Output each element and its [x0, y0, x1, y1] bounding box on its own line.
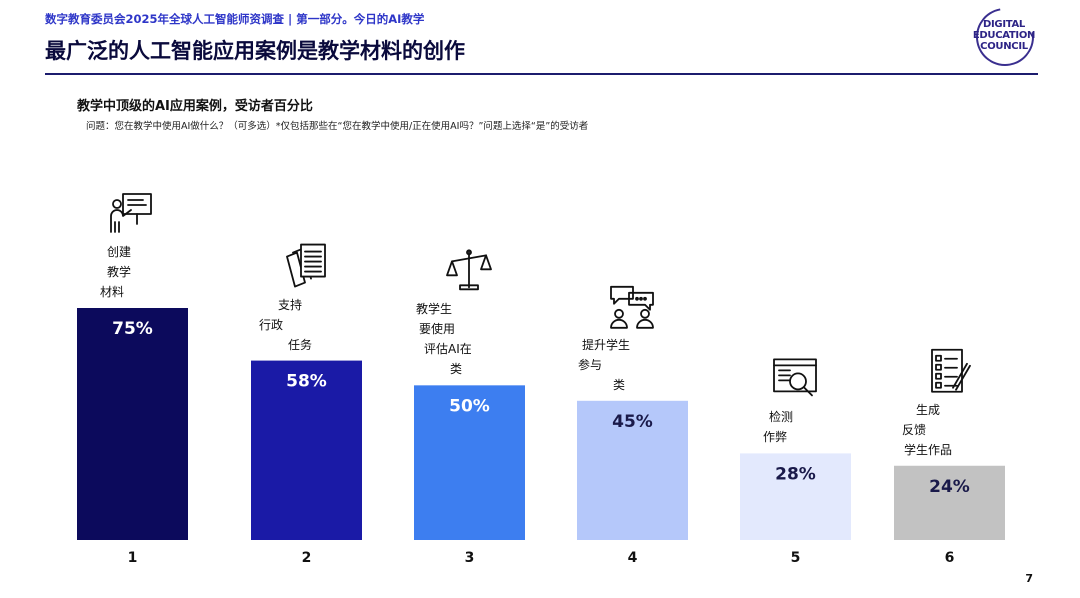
bar-description-line: 生成: [916, 402, 941, 417]
inspection-icon: [773, 358, 817, 397]
digital-education-council-logo: DIGITAL EDUCATION COUNCIL: [964, 0, 1046, 78]
bar-value-label-1: 75%: [112, 319, 153, 339]
category-tick-label-3: 3: [465, 550, 475, 566]
bar-description-3: 教学生要使用评估AI在类: [414, 299, 472, 379]
bar-description-line: 教学: [107, 265, 132, 279]
bar-description-line: 检测: [769, 410, 794, 425]
bar-description-5: 检测作弊: [740, 407, 793, 447]
bar-description-line: 要使用: [419, 322, 456, 337]
bar-5: [740, 453, 851, 540]
bar-value-label-4: 45%: [612, 412, 653, 432]
bar-value-label-5: 28%: [775, 464, 816, 484]
category-tick-label-6: 6: [945, 550, 955, 566]
documents-icon: [286, 243, 326, 288]
slide-title: 最广泛的人工智能应用案例是教学材料的创作: [45, 39, 465, 63]
category-tick-label-1: 1: [128, 550, 138, 566]
bar-3: [414, 385, 525, 540]
bar-description-1: 创建教学材料: [77, 242, 131, 302]
page-number: 7: [1025, 572, 1033, 585]
bar-description-line: 提升学生: [582, 337, 631, 352]
bar-description-line: 支持: [278, 297, 303, 312]
bar-description-6: 生成 反馈 学生作品: [894, 400, 952, 460]
category-tick-label-2: 2: [302, 550, 312, 566]
bar-description-line: 类: [613, 377, 626, 392]
bar-description-line: 作弊: [763, 430, 788, 445]
logo-line-3: COUNCIL: [980, 41, 1028, 52]
logo-text: DIGITAL EDUCATION COUNCIL: [972, 19, 1036, 52]
logo-line-1: DIGITAL: [982, 19, 1025, 30]
report-subtitle: 数字教育委员会2025年全球人工智能师资调查 | 第一部分。今日的AI教学: [45, 12, 425, 26]
scales-icon: [446, 249, 492, 291]
bar-6: [894, 465, 1005, 540]
bar-description-line: 学生作品: [904, 442, 953, 457]
bar-1: [77, 308, 188, 540]
bar-description-line: 任务: [288, 337, 313, 352]
bar-value-label-2: 58%: [286, 372, 327, 392]
logo-line-2: EDUCATION: [972, 30, 1036, 41]
bar-2: [251, 360, 362, 540]
bar-description-line: 评估AI在: [424, 342, 472, 357]
chart-question-note: 问题：您在教学中使用AI做什么？（可多选）*仅包括那些在“您在教学中使用/正在使…: [86, 121, 589, 132]
bar-description-line: 材料: [100, 285, 125, 299]
bar-description-line: 创建: [107, 245, 132, 259]
bar-description-line: 教学生: [416, 302, 453, 317]
presentation-icon: [110, 193, 152, 233]
category-tick-label-4: 4: [628, 550, 638, 566]
chart-title: 教学中顶级的AI应用案例，受访者百分比: [77, 99, 313, 114]
checklist-icon: [931, 348, 971, 393]
bar-description-2: 支持行政 任务: [251, 295, 312, 355]
bar-description-line: 类: [450, 362, 463, 377]
bar-description-line: 行政: [259, 317, 284, 332]
header-divider: [45, 73, 1038, 75]
bar-value-label-3: 50%: [449, 396, 490, 416]
discussion-icon: [610, 285, 654, 329]
bar-4: [577, 400, 688, 540]
bar-description-line: 反馈: [902, 422, 927, 437]
bar-description-line: 参与: [578, 357, 603, 372]
bar-value-label-6: 24%: [929, 477, 970, 497]
bar-description-4: 提升学生参与类: [577, 335, 630, 395]
category-tick-label-5: 5: [791, 550, 801, 566]
